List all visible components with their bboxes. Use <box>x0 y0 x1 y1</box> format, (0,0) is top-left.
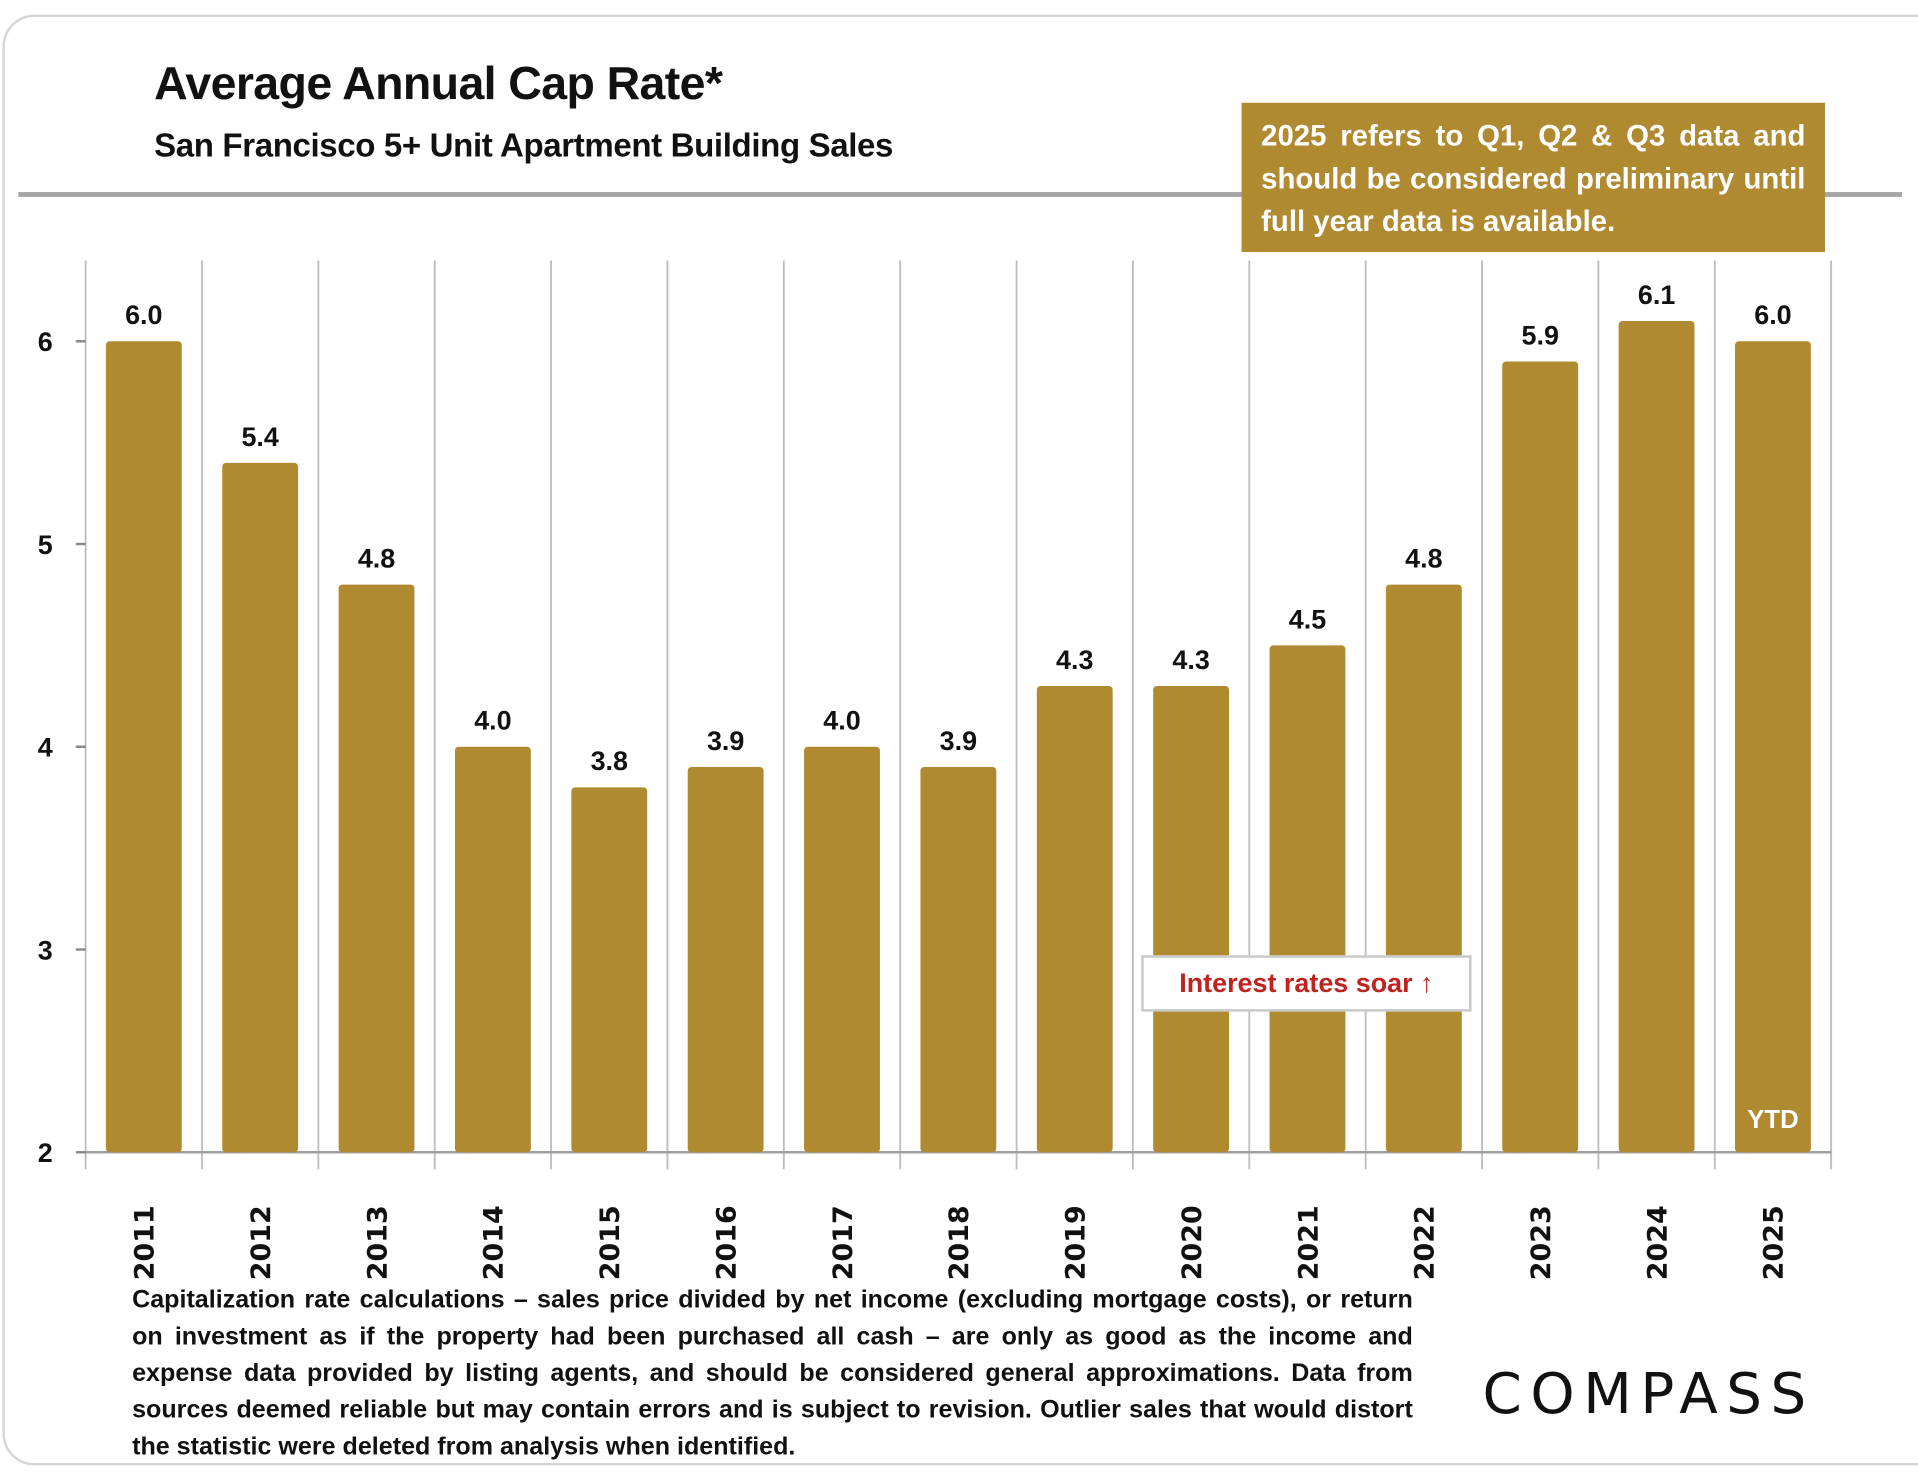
data-label: 5.4 <box>241 422 278 452</box>
chart-subtitle: San Francisco 5+ Unit Apartment Building… <box>154 127 894 164</box>
bar-2013 <box>338 584 415 1153</box>
x-tick-label: 2022 <box>1410 1205 1441 1280</box>
x-tick-label: 2016 <box>711 1205 742 1280</box>
data-label: 3.8 <box>591 746 628 776</box>
y-tick-label: 2 <box>38 1138 53 1168</box>
bar-2024 <box>1618 320 1695 1153</box>
chart-title: Average Annual Cap Rate* <box>154 58 723 111</box>
ytd-label: YTD <box>1747 1106 1798 1134</box>
preliminary-note: 2025 refers to Q1, Q2 & Q3 data and shou… <box>1241 102 1826 252</box>
bar-2022 <box>1385 584 1462 1153</box>
x-tick-label: 2018 <box>944 1205 975 1280</box>
data-label: 6.0 <box>125 300 162 330</box>
data-label: 4.3 <box>1056 645 1093 675</box>
card-border <box>2 14 1918 1466</box>
x-tick-label: 2012 <box>246 1205 277 1280</box>
x-tick-label: 2014 <box>479 1205 510 1280</box>
data-label: 4.8 <box>358 543 395 573</box>
header-divider <box>18 192 1903 197</box>
data-label: 5.9 <box>1522 320 1559 350</box>
bar-2016 <box>687 767 764 1153</box>
footnote: Capitalization rate calculations – sales… <box>132 1285 1413 1461</box>
y-tick-label: 5 <box>38 530 53 560</box>
data-label: 4.0 <box>823 706 860 736</box>
data-label: 4.0 <box>474 706 511 736</box>
bar-2021 <box>1269 645 1346 1153</box>
compass-logo: COMPASS <box>1482 1360 1815 1427</box>
x-tick-label: 2013 <box>362 1205 393 1280</box>
y-tick-label: 3 <box>38 935 53 965</box>
bar-2014 <box>454 746 531 1153</box>
bar-2017 <box>804 746 880 1153</box>
x-tick-label: 2015 <box>595 1205 626 1280</box>
data-label: 4.3 <box>1172 645 1209 675</box>
x-tick-label: 2017 <box>828 1205 859 1280</box>
data-label: 6.1 <box>1638 280 1675 310</box>
data-label: 3.9 <box>707 726 744 756</box>
bar-2020 <box>1153 685 1230 1153</box>
x-tick-label: 2023 <box>1526 1205 1557 1280</box>
data-label: 4.8 <box>1405 543 1442 573</box>
bar-2011 <box>105 341 182 1153</box>
data-label: 4.5 <box>1289 604 1326 634</box>
bar-2012 <box>222 462 299 1153</box>
data-label: 3.9 <box>940 726 977 756</box>
bar-2019 <box>1036 685 1113 1153</box>
x-tick-label: 2019 <box>1061 1205 1092 1280</box>
x-tick-label: 2025 <box>1759 1205 1790 1280</box>
data-label: 6.0 <box>1754 300 1791 330</box>
y-tick-label: 4 <box>38 733 53 763</box>
x-tick-label: 2021 <box>1293 1205 1324 1280</box>
bar-2025 <box>1735 341 1811 1153</box>
x-tick-label: 2020 <box>1177 1205 1208 1280</box>
x-tick-label: 2011 <box>130 1205 161 1280</box>
bar-2023 <box>1502 361 1579 1153</box>
interest-rate-annotation: Interest rates soar ↑ <box>1141 955 1472 1012</box>
x-tick-label: 2024 <box>1642 1205 1673 1280</box>
y-tick-label: 6 <box>38 327 53 357</box>
bar-2018 <box>920 767 997 1153</box>
bar-2015 <box>571 787 648 1153</box>
